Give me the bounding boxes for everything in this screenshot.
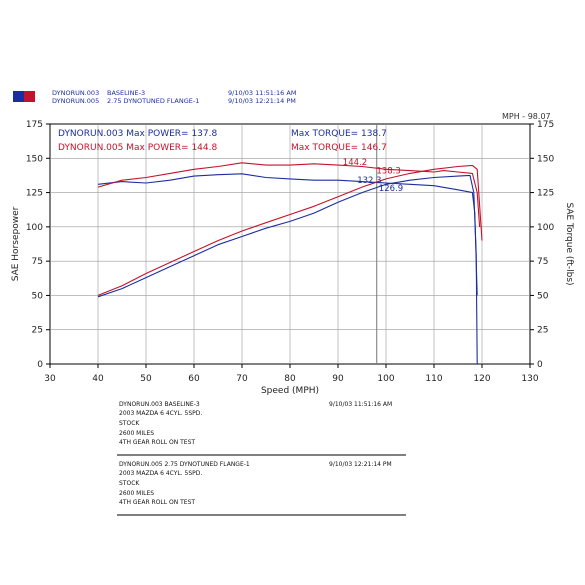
series-line-3 xyxy=(97,164,483,296)
notes-run-1-line: STOCK xyxy=(119,420,140,427)
legend-run-1-torque: Max TORQUE= 138.7 xyxy=(291,129,387,139)
y-tick-label: 175 xyxy=(26,120,43,130)
dyno-logo-icon xyxy=(13,91,35,102)
annotation-label: 144.2 xyxy=(343,158,367,168)
y2-tick-label: 75 xyxy=(537,257,548,267)
notes-run-2-line: STOCK xyxy=(119,480,140,487)
x-axis-ticks: 30 40 50 60 70 80 90 100 110 120 130 xyxy=(44,364,539,384)
x-tick-label: 90 xyxy=(332,374,344,384)
x-tick-label: 40 xyxy=(92,374,104,384)
header-run-1-time: 9/10/03 11:51:16 AM xyxy=(228,89,296,97)
y-tick-label: 100 xyxy=(26,223,43,233)
x-tick-label: 80 xyxy=(284,374,296,384)
x-tick-label: 100 xyxy=(377,374,394,384)
notes-run-2-time: 9/10/03 12:21:14 PM xyxy=(329,461,392,468)
x-tick-label: 130 xyxy=(521,374,538,384)
y2-tick-label: 150 xyxy=(537,154,554,164)
y-tick-label: 25 xyxy=(32,326,43,336)
annotation-label: 138.3 xyxy=(376,166,400,176)
annotation-label: 132.3 xyxy=(357,176,381,186)
notes-run-2-line: 4TH GEAR ROLL ON TEST xyxy=(119,499,195,506)
y2-tick-label: 175 xyxy=(537,120,554,130)
notes-run-1-time: 9/10/03 11:51:16 AM xyxy=(329,401,392,408)
notes-run-1-line: 4TH GEAR ROLL ON TEST xyxy=(119,439,195,446)
x-axis-label: Speed (MPH) xyxy=(261,386,319,396)
y-tick-label: 75 xyxy=(32,257,43,267)
notes-run-1-title: DYNORUN.003 BASELINE-3 xyxy=(119,401,200,408)
y2-tick-label: 0 xyxy=(537,360,543,370)
notes-run-2-line: 2003 MAZDA 6 4CYL. 5SPD. xyxy=(119,470,202,477)
legend-run-2-torque: Max TORQUE= 146.7 xyxy=(291,143,387,153)
header-run-2-desc: 2.75 DYNOTUNED FLANGE-1 xyxy=(107,97,199,105)
header-run-2-name: DYNORUN.005 xyxy=(52,97,99,105)
y2-tick-label: 100 xyxy=(537,223,554,233)
mph-readout: MPH - 98.07 xyxy=(502,112,551,121)
series-line-1 xyxy=(97,174,478,365)
notes-run-2: DYNORUN.005 2.75 DYNOTUNED FLANGE-1 9/10… xyxy=(117,461,406,516)
x-tick-label: 60 xyxy=(188,374,200,384)
y-tick-label: 50 xyxy=(32,291,44,301)
notes-run-2-title: DYNORUN.005 2.75 DYNOTUNED FLANGE-1 xyxy=(119,461,250,468)
y2-tick-label: 50 xyxy=(537,291,549,301)
series-line-2 xyxy=(97,173,478,296)
legend-run-2-power: DYNORUN.005 Max POWER= 144.8 xyxy=(58,143,217,153)
header-run-1-desc: BASELINE-3 xyxy=(107,89,145,97)
y2-axis-label: SAE Torque (ft-lbs) xyxy=(564,202,574,285)
x-tick-label: 30 xyxy=(44,374,56,384)
annotation-label: 126.9 xyxy=(379,184,403,194)
legend-run-1-power: DYNORUN.003 Max POWER= 137.8 xyxy=(58,129,217,139)
header-run-1: DYNORUN.003 BASELINE-3 9/10/03 11:51:16 … xyxy=(52,89,296,97)
notes-run-2-line: 2600 MILES xyxy=(119,490,154,497)
x-tick-label: 120 xyxy=(473,374,490,384)
notes-run-1: DYNORUN.003 BASELINE-3 9/10/03 11:51:16 … xyxy=(117,401,406,456)
y2-tick-label: 25 xyxy=(537,326,548,336)
notes-run-1-line: 2600 MILES xyxy=(119,430,154,437)
y-tick-label: 0 xyxy=(37,360,43,370)
y2-axis-ticks: 0 25 50 75 100 125 150 175 xyxy=(530,120,554,370)
x-tick-label: 50 xyxy=(140,374,152,384)
y-axis-label: SAE Horsepower xyxy=(11,206,21,281)
y2-tick-label: 125 xyxy=(537,189,554,199)
series-layer xyxy=(97,162,483,365)
x-tick-label: 110 xyxy=(425,374,442,384)
x-tick-label: 70 xyxy=(236,374,248,384)
y-axis-ticks: 0 25 50 75 100 125 150 175 xyxy=(26,120,50,370)
header-run-2-time: 9/10/03 12:21:14 PM xyxy=(228,97,296,105)
header-run-2: DYNORUN.005 2.75 DYNOTUNED FLANGE-1 9/10… xyxy=(52,97,296,105)
y-tick-label: 125 xyxy=(26,189,43,199)
y-tick-label: 150 xyxy=(26,154,43,164)
series-line-4 xyxy=(97,162,481,227)
notes-run-1-line: 2003 MAZDA 6 4CYL. 5SPD. xyxy=(119,410,202,417)
header-run-1-name: DYNORUN.003 xyxy=(52,89,99,97)
plot-grid xyxy=(49,123,531,365)
